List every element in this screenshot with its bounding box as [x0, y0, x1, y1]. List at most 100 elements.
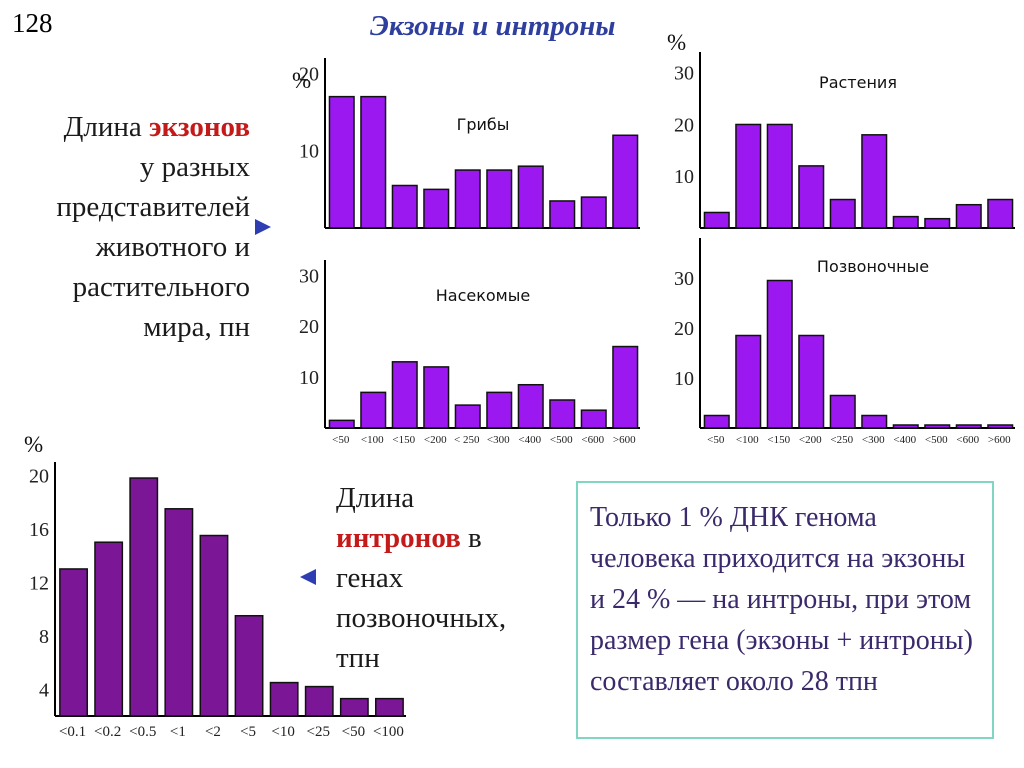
bar	[892, 215, 919, 229]
y-axis-label: %	[292, 68, 311, 93]
bar	[766, 279, 793, 429]
bar	[59, 568, 88, 717]
y-tick-label: 20	[674, 318, 694, 340]
bar	[987, 424, 1014, 429]
exon-caption-line: растительного	[72, 271, 250, 303]
bar	[766, 123, 793, 229]
bar	[735, 334, 762, 429]
intron-caption-line: генах	[336, 562, 404, 594]
y-tick-label: 10	[674, 166, 694, 188]
x-tick-label: <300	[862, 434, 885, 446]
exon-caption-line: животного и	[95, 231, 250, 263]
exon-caption-line: у разных	[139, 151, 250, 183]
arrow-left-icon	[300, 569, 316, 585]
x-tick-label: <600	[581, 434, 604, 446]
bar	[735, 123, 762, 229]
bar	[612, 134, 639, 229]
y-tick-label: 20	[299, 316, 319, 338]
bar	[829, 394, 856, 429]
x-tick-label: <100	[736, 434, 759, 446]
bar	[94, 541, 124, 717]
bar	[612, 345, 639, 429]
bar	[129, 477, 159, 717]
x-tick-label: <100	[373, 724, 404, 740]
x-tick-label: <50	[342, 724, 365, 740]
x-tick-label: <300	[487, 434, 510, 446]
chart-title: Грибы	[457, 115, 510, 134]
x-tick-label: <0.1	[59, 724, 86, 740]
bar	[360, 391, 387, 429]
chart-title: Растения	[819, 73, 897, 92]
exon-length-caption: Длина экзонов у разных представителей жи…	[10, 107, 250, 347]
bar	[269, 681, 299, 717]
x-tick-label: <100	[361, 434, 384, 446]
x-tick-label: <0.5	[129, 724, 156, 740]
bar	[955, 203, 982, 229]
x-tick-label: <500	[550, 434, 573, 446]
y-tick-label: 4	[39, 679, 49, 701]
bar	[375, 697, 404, 717]
y-tick-label: 10	[299, 141, 319, 163]
intron-highlight: интронов	[336, 522, 461, 554]
x-tick-label: <150	[767, 434, 790, 446]
exon-highlight: экзонов	[149, 111, 250, 143]
exon-caption-line: представителей	[56, 191, 250, 223]
x-tick-label: <50	[707, 434, 725, 446]
bar	[703, 211, 730, 229]
bar	[339, 697, 369, 717]
bar	[829, 198, 856, 229]
bar	[798, 334, 825, 429]
bar	[892, 424, 919, 429]
arrow-right-icon	[255, 219, 271, 235]
intron-caption-line: Длина	[336, 482, 415, 514]
bar	[517, 383, 544, 429]
exon-caption-prefix: Длина	[63, 111, 149, 143]
x-tick-label: <150	[392, 434, 415, 446]
bar	[199, 534, 229, 717]
bar	[703, 414, 730, 429]
x-tick-label: <600	[956, 434, 979, 446]
bar	[486, 391, 513, 429]
x-tick-label: <200	[424, 434, 447, 446]
x-tick-label: < 250	[454, 434, 480, 446]
bar	[328, 419, 355, 429]
bar	[924, 217, 951, 229]
bar	[164, 508, 194, 717]
y-tick-label: 30	[299, 265, 319, 287]
x-tick-label: <5	[240, 724, 256, 740]
y-axis-label: %	[667, 30, 686, 55]
x-tick-label: <25	[307, 724, 330, 740]
y-tick-label: 16	[29, 519, 49, 541]
intron-length-caption: Длина интронов в генах позвоночных, тпн	[336, 478, 546, 678]
bar	[391, 361, 418, 429]
bar	[423, 188, 450, 229]
y-tick-label: 10	[674, 368, 694, 390]
x-tick-label: <400	[518, 434, 541, 446]
intron-caption-suffix: в	[460, 522, 482, 554]
exon-caption-line1: Длина экзонов	[10, 107, 250, 147]
x-tick-label: <1	[170, 724, 186, 740]
intron-caption-line: тпн	[336, 642, 380, 674]
y-tick-label: 10	[299, 367, 319, 389]
x-tick-label: >600	[988, 434, 1011, 446]
y-tick-label: 20	[299, 63, 319, 85]
bar	[580, 409, 607, 429]
bar	[304, 685, 334, 717]
y-tick-label: 30	[674, 268, 694, 290]
note-text: Только 1 % ДНК генома человека приходитс…	[590, 502, 973, 697]
y-tick-label: 20	[674, 114, 694, 136]
bar	[955, 424, 982, 429]
bar	[549, 200, 576, 229]
note-box: Только 1 % ДНК генома человека приходитс…	[576, 481, 994, 739]
x-tick-label: >600	[613, 434, 636, 446]
exon-caption-line: мира, пн	[143, 311, 250, 343]
bar	[454, 404, 481, 429]
y-axis-label: %	[24, 432, 43, 457]
